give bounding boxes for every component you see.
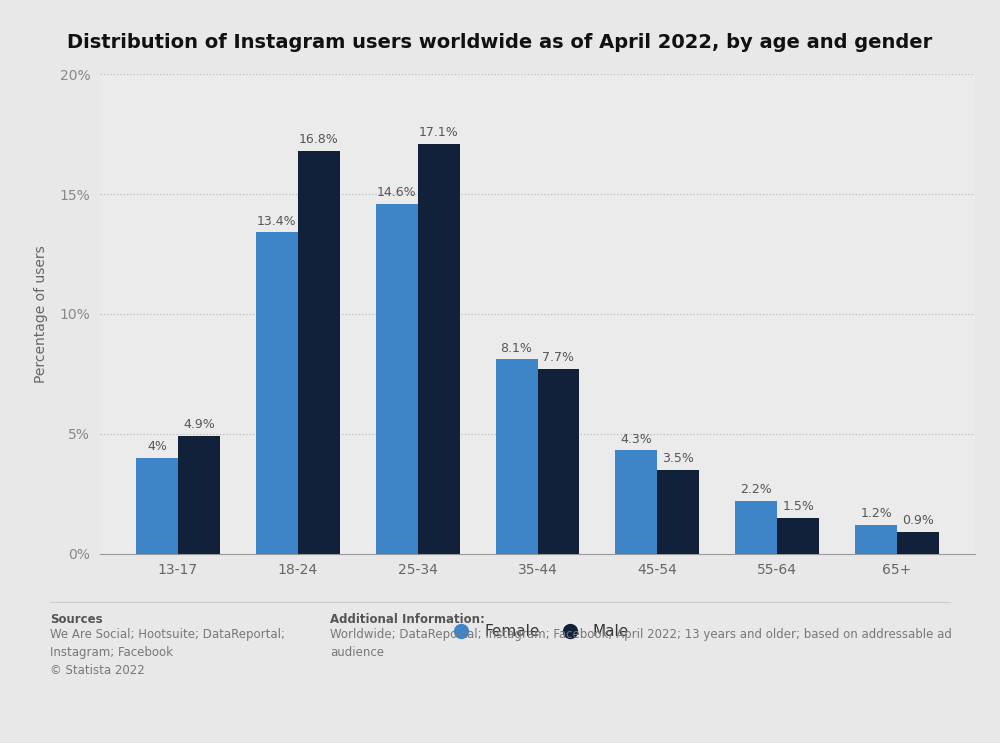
Text: 4.9%: 4.9% bbox=[183, 418, 215, 432]
Text: 14.6%: 14.6% bbox=[377, 186, 416, 199]
Bar bbox=[136, 458, 178, 554]
Y-axis label: Percentage of users: Percentage of users bbox=[34, 245, 48, 383]
Bar bbox=[855, 525, 897, 554]
Text: 1.2%: 1.2% bbox=[860, 507, 892, 520]
Text: 13.4%: 13.4% bbox=[257, 215, 297, 227]
Bar bbox=[496, 360, 538, 554]
Bar bbox=[298, 151, 340, 554]
Text: 0.9%: 0.9% bbox=[902, 514, 934, 528]
Text: 3.5%: 3.5% bbox=[662, 452, 694, 465]
Bar bbox=[418, 144, 460, 554]
Bar bbox=[657, 470, 699, 554]
Bar bbox=[538, 369, 579, 554]
Text: Distribution of Instagram users worldwide as of April 2022, by age and gender: Distribution of Instagram users worldwid… bbox=[67, 33, 933, 53]
Text: 17.1%: 17.1% bbox=[419, 126, 458, 139]
Text: 16.8%: 16.8% bbox=[299, 133, 339, 146]
Bar bbox=[256, 233, 298, 554]
Text: Additional Information:: Additional Information: bbox=[330, 613, 485, 626]
Text: 4.3%: 4.3% bbox=[621, 432, 652, 446]
Text: 1.5%: 1.5% bbox=[782, 500, 814, 513]
Text: 4%: 4% bbox=[147, 440, 167, 453]
Legend: Female, Male: Female, Male bbox=[438, 616, 637, 646]
Bar bbox=[615, 450, 657, 554]
Bar bbox=[178, 436, 220, 554]
Text: We Are Social; Hootsuite; DataReportal;
Instagram; Facebook
© Statista 2022: We Are Social; Hootsuite; DataReportal; … bbox=[50, 628, 285, 677]
Text: Sources: Sources bbox=[50, 613, 103, 626]
Text: Worldwide; DataReportal; Instagram; Facebook; April 2022; 13 years and older; ba: Worldwide; DataReportal; Instagram; Face… bbox=[330, 628, 952, 659]
Text: 8.1%: 8.1% bbox=[501, 342, 532, 354]
Text: 2.2%: 2.2% bbox=[740, 483, 772, 496]
Bar bbox=[897, 532, 939, 554]
Bar bbox=[777, 518, 819, 554]
Bar bbox=[735, 501, 777, 554]
Text: 7.7%: 7.7% bbox=[542, 351, 574, 364]
Bar bbox=[376, 204, 418, 554]
